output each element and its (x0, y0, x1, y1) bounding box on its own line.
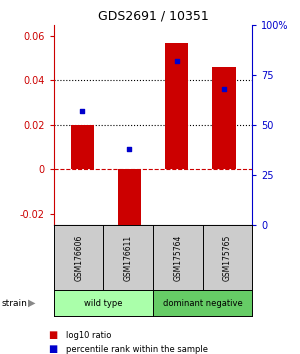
Bar (70, 125, 94, 169)
Point (174, 58, 179, 64)
Bar (118, 169, 141, 225)
Text: log10 ratio: log10 ratio (66, 331, 111, 340)
Text: strain: strain (2, 298, 27, 308)
Text: GSM176611: GSM176611 (124, 234, 133, 281)
Text: ■: ■ (48, 330, 57, 340)
Text: GSM175765: GSM175765 (223, 234, 232, 281)
Text: ■: ■ (48, 344, 57, 354)
Bar (212, 67, 236, 169)
Text: percentile rank within the sample: percentile rank within the sample (66, 345, 208, 354)
Text: GSM176606: GSM176606 (74, 234, 83, 281)
Point (127, 146, 132, 152)
Bar (165, 42, 188, 169)
Point (221, 86, 226, 92)
Title: GDS2691 / 10351: GDS2691 / 10351 (98, 9, 208, 22)
Text: GSM175764: GSM175764 (173, 234, 182, 281)
Text: ▶: ▶ (28, 298, 35, 308)
Text: dominant negative: dominant negative (163, 298, 242, 308)
Text: wild type: wild type (84, 298, 123, 308)
Point (80, 108, 85, 114)
